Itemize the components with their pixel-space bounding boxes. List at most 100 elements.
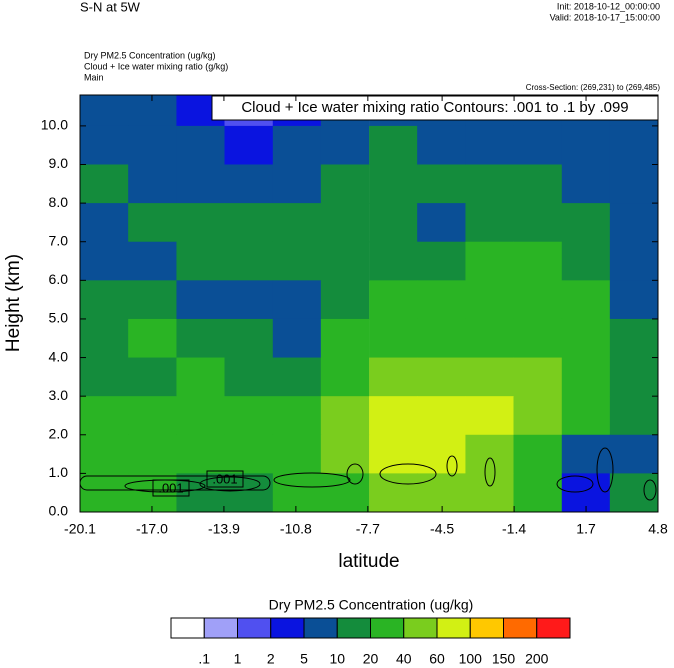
heat-cell [320, 434, 370, 474]
heat-cell [80, 95, 129, 127]
heat-cell [417, 396, 466, 436]
heat-cell [417, 241, 466, 281]
heat-cell [513, 318, 563, 359]
colorbar-box [303, 617, 338, 639]
heat-cell [417, 203, 466, 243]
x-axis-label: latitude [338, 551, 399, 572]
heat-cell [80, 318, 129, 359]
contour-label-box [206, 470, 244, 488]
heat-cell [176, 396, 225, 436]
heat-cell [80, 203, 129, 243]
heat-cell [369, 318, 418, 359]
heat-cell [561, 203, 611, 243]
heat-cell [465, 241, 514, 281]
colorbar-box [469, 617, 504, 639]
heat-cell [176, 357, 225, 397]
heat-cell [417, 125, 466, 165]
heat-cell [320, 164, 370, 204]
heat-cell [561, 125, 611, 165]
contour-label: .001 [212, 471, 237, 486]
heat-cell [128, 125, 177, 165]
heat-cell [272, 125, 322, 165]
heat-cell [609, 434, 658, 474]
y-axis-label: Height (km) [3, 254, 24, 352]
colorbar-label: 100 [459, 651, 483, 667]
heat-cell [561, 241, 611, 281]
colorbar-box [237, 617, 272, 639]
heat-cell [128, 357, 177, 397]
heat-cell [80, 280, 129, 320]
contour [446, 455, 458, 477]
heat-cell [561, 318, 611, 359]
heat-cell [128, 434, 177, 474]
colorbar-label: 40 [396, 651, 412, 667]
y-tick-label: 2.0 [49, 425, 69, 441]
heat-cell [176, 241, 225, 281]
heat-cell [224, 203, 274, 243]
x-tick-label: -10.8 [280, 521, 312, 537]
y-tick-label: 5.0 [49, 310, 69, 326]
heat-cell [128, 203, 177, 243]
heat-cell [417, 434, 466, 474]
y-tick-label: 1.0 [49, 464, 69, 480]
colorbar-label: 20 [363, 651, 379, 667]
contour-label-box [152, 479, 190, 497]
y-tick-label: 6.0 [49, 271, 69, 287]
heat-cell [369, 357, 418, 397]
colorbar-box [403, 617, 438, 639]
heat-cell [320, 241, 370, 281]
heat-cell [369, 473, 418, 512]
colorbar-box [336, 617, 371, 639]
heat-cell [561, 357, 611, 397]
heat-cell [561, 164, 611, 204]
heat-cell [513, 164, 563, 204]
y-tick-label: 4.0 [49, 348, 69, 364]
y-tick-label: 7.0 [49, 232, 69, 248]
heat-cell [417, 473, 466, 512]
heat-cell [320, 203, 370, 243]
heat-cell [80, 434, 129, 474]
heat-cell [224, 396, 274, 436]
heat-cell [320, 396, 370, 436]
colorbar-box [170, 617, 205, 639]
heat-cell [224, 357, 274, 397]
heat-cell [224, 473, 274, 512]
heat-cell [272, 241, 322, 281]
heat-cell [465, 164, 514, 204]
colorbar-label: 10 [329, 651, 345, 667]
heat-cell [609, 203, 658, 243]
valid-text: Valid: 2018-10-17_15:00:00 [550, 12, 660, 22]
heat-cell [272, 318, 322, 359]
heat-cell [369, 434, 418, 474]
heat-cell [80, 125, 129, 165]
colorbar-label: 1 [234, 651, 242, 667]
colorbar-box [503, 617, 538, 639]
contour [379, 463, 437, 485]
x-tick-label: -4.5 [430, 521, 454, 537]
heat-cell [465, 125, 514, 165]
heat-cell [128, 280, 177, 320]
contour [199, 476, 261, 492]
heat-cell [128, 396, 177, 436]
colorbar-box [270, 617, 305, 639]
heat-cell [465, 473, 514, 512]
heat-cell [272, 473, 322, 512]
contour [596, 447, 614, 493]
heat-cell [80, 396, 129, 436]
heat-cell [176, 125, 225, 165]
y-tick-label: 3.0 [49, 387, 69, 403]
colorbar-label: .1 [198, 651, 210, 667]
contour-info: Cloud + Ice water mixing ratio Contours:… [241, 99, 628, 116]
colorbar-label: 60 [429, 651, 445, 667]
heat-cell [128, 95, 177, 127]
colorbar-box [370, 617, 405, 639]
x-tick-label: -20.1 [64, 521, 96, 537]
heat-cell [465, 318, 514, 359]
heat-cell [272, 357, 322, 397]
heat-cell [465, 434, 514, 474]
colorbar-label: 150 [492, 651, 516, 667]
heatmap [80, 95, 658, 512]
colorbar-title: Dry PM2.5 Concentration (ug/kg) [269, 597, 474, 613]
cross-section: Cross-Section: (269,231) to (269,485) [526, 83, 661, 92]
x-tick-label: -7.7 [356, 521, 380, 537]
